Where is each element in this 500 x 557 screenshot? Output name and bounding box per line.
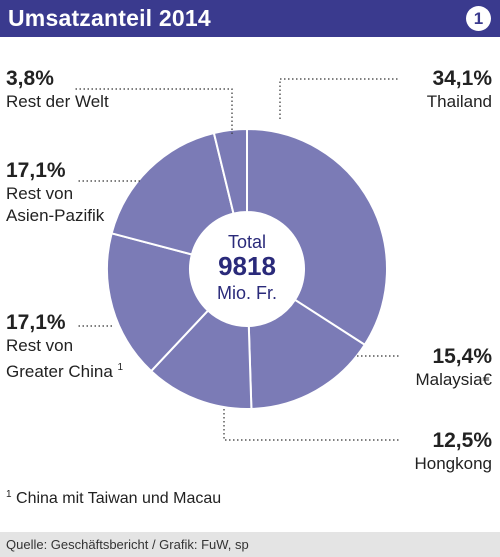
slice-rest-von-asien-pazifik [110,131,235,256]
pct-rest-greater-china: 17,1% [6,311,66,334]
label-thailand: 34,1% Thailand [427,66,492,113]
name-rest-greater-china-line1: Rest von [6,336,74,355]
source-text: Quelle: Geschäftsbericht / Grafik: FuW, … [6,537,249,552]
name-rest-greater-china-line2: Greater China 1 [6,357,123,383]
label-rest-asien-pazifik: 17,1% Rest von Asien-Pazifik [6,158,104,227]
donut-chart: Total 9818 Mio. Fr. [74,78,400,441]
footnote-marker: 1 [117,362,124,373]
label-hongkong: 12,5% Hongkong [414,428,492,475]
name-rest-der-welt: Rest der Welt [6,92,109,111]
figure-number-badge: 1 [466,6,491,31]
pct-rest-asien-pazifik: 17,1% [6,159,66,182]
center-total-value: 9818 [218,251,276,281]
pct-hongkong: 12,5% [432,429,492,452]
pct-rest-der-welt: 3,8% [6,67,54,90]
slice-thailand [246,127,388,347]
source-bar: Quelle: Geschäftsbericht / Grafik: FuW, … [0,532,500,557]
header-bar: Umsatzanteil 2014 1 [0,0,500,37]
name-hongkong: Hongkong [414,454,492,473]
name-thailand: Thailand [426,92,492,111]
center-total-unit: Mio. Fr. [217,283,277,303]
leader-rest-der-welt [74,88,233,134]
footnote-number: 1 [6,489,12,500]
center-total-label: Total [228,232,266,252]
leader-thailand [279,78,400,119]
chart-title: Umsatzanteil 2014 [8,5,211,31]
leader-hongkong [223,409,400,441]
pct-thailand: 34,1% [432,67,492,90]
name-rest-asien-pazifik-line1: Rest von [6,184,74,203]
pct-malaysia: 15,4% [432,345,492,368]
label-rest-greater-china: 17,1% Rest von Greater China 1 [6,310,123,383]
name-rest-greater-china-text: Greater China [6,362,113,381]
label-rest-der-welt: 3,8% Rest der Welt [6,66,109,113]
slice-rest-von-greater-china [106,232,210,373]
slice-rest-der-welt [212,127,248,215]
label-malaysia: 15,4% Malaysia€ [415,344,492,391]
name-malaysia: Malaysia€ [415,370,492,389]
name-rest-asien-pazifik-line2: Asien-Pazifik [6,206,105,225]
footnote: 1 China mit Taiwan und Macau [6,489,221,508]
slice-malaysia [247,298,367,410]
footnote-text: China mit Taiwan und Macau [16,490,222,507]
